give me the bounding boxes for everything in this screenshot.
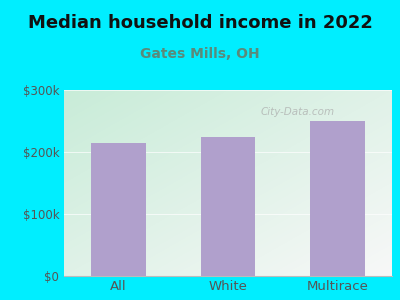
Text: Gates Mills, OH: Gates Mills, OH	[140, 46, 260, 61]
Text: Median household income in 2022: Median household income in 2022	[28, 14, 372, 32]
Bar	[91, 143, 146, 276]
Text: City-Data.com: City-Data.com	[261, 107, 335, 117]
Bar	[201, 136, 255, 276]
Bar	[310, 121, 365, 276]
